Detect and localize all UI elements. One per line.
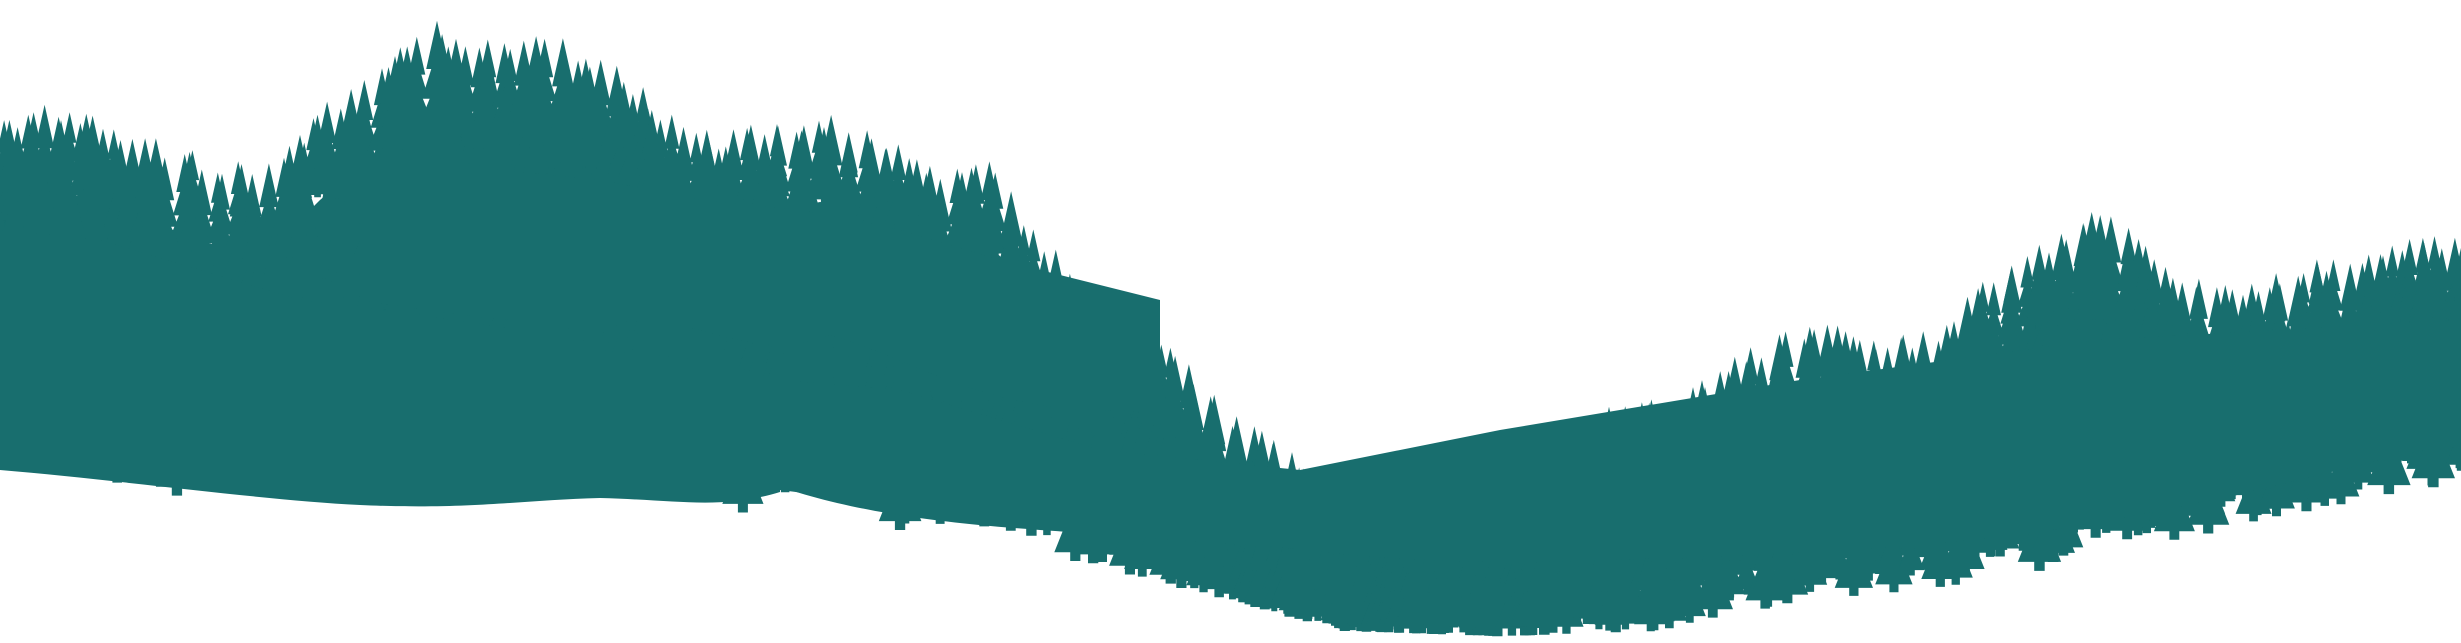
- middle-valley: [760, 320, 2461, 562]
- tree-icon: [2320, 259, 2346, 336]
- tree-icon: [401, 36, 432, 128]
- tree-icon: [764, 124, 790, 202]
- left-hill: [0, 230, 780, 507]
- upper-ridge: [360, 150, 1160, 412]
- ground-layer: [0, 150, 2461, 562]
- tree-icon: [388, 46, 426, 157]
